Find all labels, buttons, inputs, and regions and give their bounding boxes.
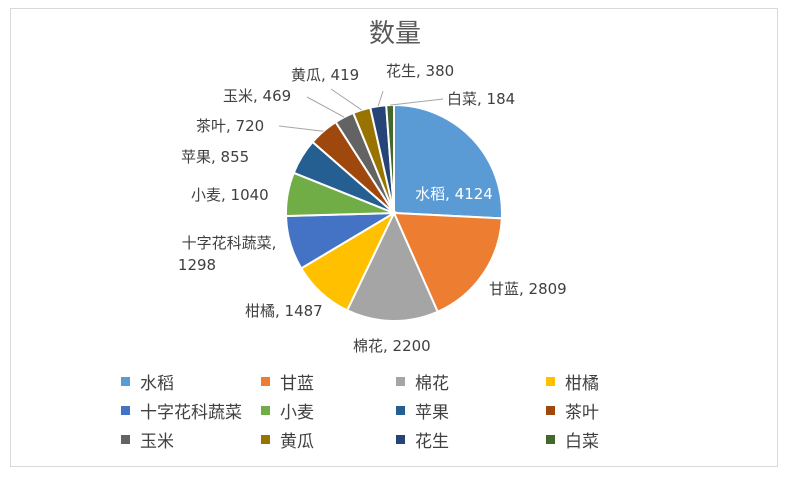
legend-swatch: [121, 377, 130, 386]
pie-chart: 水稻, 4124 甘蓝, 2809 棉花, 2200 柑橘, 1487 十字花科蔬菜, 1…: [178, 62, 567, 355]
legend-label: 黄瓜: [280, 432, 314, 452]
data-label: 甘蓝, 2809: [489, 280, 567, 298]
legend-swatch: [396, 406, 405, 415]
pie-slice: [392, 211, 503, 314]
data-label: 玉米, 469: [223, 87, 291, 105]
pie-slice: [393, 103, 503, 220]
legend-swatch: [121, 435, 130, 444]
data-label: 茶叶, 720: [196, 117, 264, 135]
legend-swatch: [261, 377, 270, 386]
legend-swatch: [546, 377, 555, 386]
legend-item: 十字花科蔬菜: [121, 398, 242, 423]
data-label: 柑橘, 1487: [245, 302, 323, 320]
legend-item: 甘蓝: [261, 369, 314, 394]
legend-label: 苹果: [415, 403, 449, 423]
legend-item: 黄瓜: [261, 427, 314, 452]
leader-line: [306, 96, 345, 118]
legend-label: 水稻: [140, 374, 174, 394]
legend-swatch: [261, 435, 270, 444]
leader-line: [330, 88, 362, 111]
legend-swatch: [546, 435, 555, 444]
legend-item: 玉米: [121, 427, 174, 452]
legend-item: 棉花: [396, 369, 449, 394]
legend-swatch: [261, 406, 270, 415]
legend-item: 茶叶: [546, 398, 599, 423]
legend-item: 小麦: [261, 398, 314, 423]
legend-item: 柑橘: [546, 369, 599, 394]
leader-line: [377, 90, 384, 107]
legend-label: 棉花: [415, 374, 449, 394]
legend-item: 白菜: [546, 427, 599, 452]
data-label: 白菜, 184: [447, 90, 515, 108]
legend-item: 水稻: [121, 369, 174, 394]
legend-swatch: [396, 435, 405, 444]
legend-item: 苹果: [396, 398, 449, 423]
legend-swatch: [121, 406, 130, 415]
legend-swatch: [546, 406, 555, 415]
data-label: 花生, 380: [386, 62, 454, 80]
legend-label: 十字花科蔬菜: [140, 403, 242, 423]
legend-item: 花生: [396, 427, 449, 452]
legend-label: 玉米: [140, 432, 174, 452]
data-label: 棉花, 2200: [353, 337, 431, 355]
legend-label: 甘蓝: [280, 374, 314, 394]
data-label: 黄瓜, 419: [291, 66, 359, 84]
chart-frame: 数量 水稻, 4124 甘蓝, 2809 棉花, 2200 柑橘, 1487 十字花科蔬…: [10, 8, 778, 467]
legend-swatch: [396, 377, 405, 386]
chart-title: 数量: [368, 19, 421, 49]
data-label: 小麦, 1040: [191, 186, 269, 204]
leader-line: [278, 125, 324, 132]
legend-label: 小麦: [280, 403, 314, 423]
data-label: 十字花科蔬菜, 1298: [178, 234, 276, 274]
pie-slice: [345, 210, 440, 322]
leader-line: [390, 98, 444, 106]
legend-label: 白菜: [565, 432, 599, 452]
legend-label: 茶叶: [565, 403, 599, 423]
data-label: 水稻, 4124: [415, 185, 493, 203]
legend-label: 花生: [415, 432, 449, 452]
legend-label: 柑橘: [565, 374, 599, 394]
data-label: 苹果, 855: [181, 148, 249, 166]
